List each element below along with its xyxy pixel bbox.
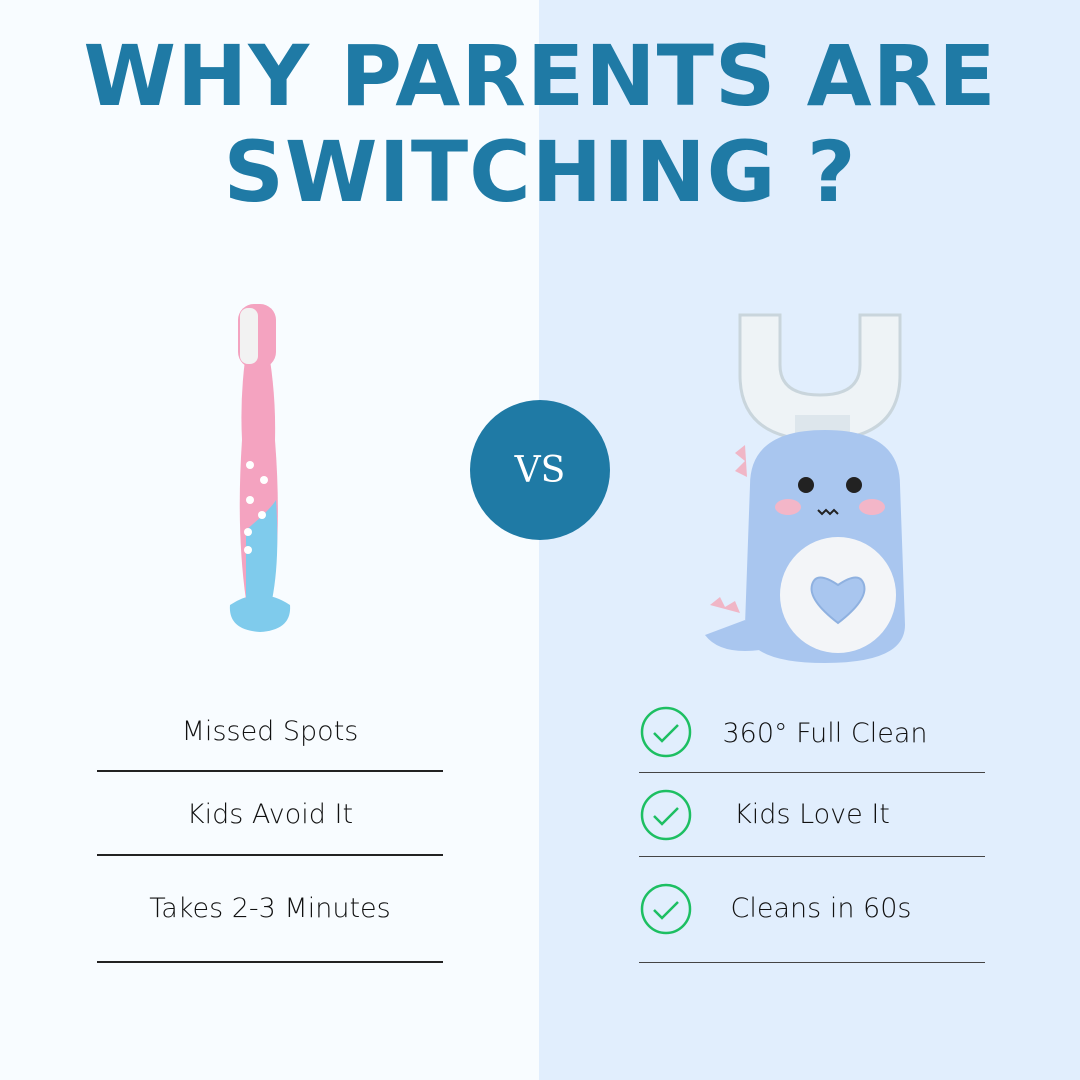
check-circle-icon <box>640 883 692 935</box>
headline-line1: WHY PARENTS ARE <box>83 27 997 125</box>
right-item-kids-love: Kids Love It <box>734 799 890 830</box>
vs-label: VS <box>514 449 566 491</box>
u-shaped-electric-toothbrush-image <box>705 313 905 663</box>
right-item-cleans-60s: Cleans in 60s <box>730 893 912 924</box>
manual-toothbrush-image <box>229 304 291 632</box>
divider <box>639 856 985 857</box>
vs-badge: VS <box>470 400 610 540</box>
divider <box>639 962 985 963</box>
left-item-takes-minutes: Takes 2-3 Minutes <box>149 893 391 924</box>
check-circle-icon <box>640 706 692 758</box>
left-item-kids-avoid: Kids Avoid It <box>186 799 354 830</box>
divider <box>97 854 443 856</box>
divider <box>639 772 985 773</box>
headline-line2: SWITCHING ? <box>223 123 857 221</box>
check-circle-icon <box>640 789 692 841</box>
headline: WHY PARENTS ARE SWITCHING ? <box>0 28 1080 220</box>
divider <box>97 961 443 963</box>
right-item-full-clean: 360° Full Clean <box>722 718 928 749</box>
divider <box>97 770 443 772</box>
left-item-missed-spots: Missed Spots <box>181 716 359 747</box>
